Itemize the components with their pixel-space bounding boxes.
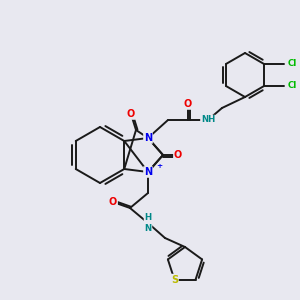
Text: S: S [171,274,178,285]
Text: N: N [144,133,152,143]
Text: NH: NH [201,116,215,124]
Text: O: O [174,150,182,160]
Text: N: N [144,167,152,177]
Text: O: O [127,109,135,119]
Text: Cl: Cl [287,82,297,91]
Text: O: O [109,197,117,207]
Text: H
N: H N [144,213,152,233]
Text: +: + [156,163,162,169]
Text: O: O [184,99,192,109]
Text: Cl: Cl [287,59,297,68]
